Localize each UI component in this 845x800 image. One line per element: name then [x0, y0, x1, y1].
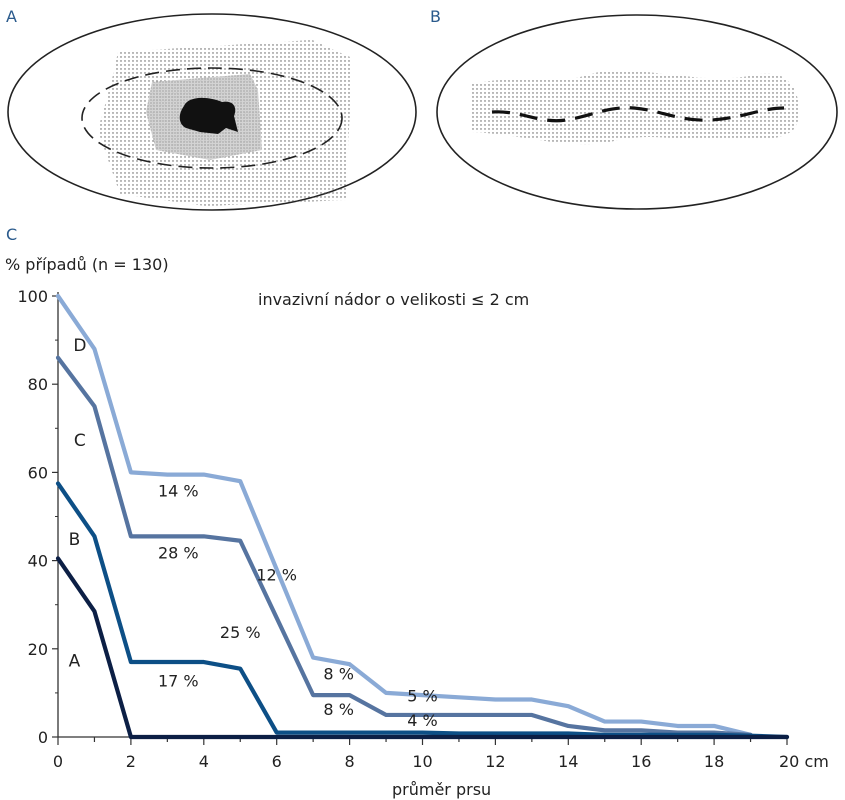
- percentage-annotation: 12 %: [256, 565, 297, 584]
- x-tick-label: 10: [412, 752, 432, 771]
- x-tick-label: 16: [631, 752, 651, 771]
- chart-title: invazivní nádor o velikosti ≤ 2 cm: [258, 290, 529, 309]
- panel-letter-b: B: [430, 7, 441, 26]
- chart-series: [55, 293, 790, 740]
- panel-letter-a: A: [6, 7, 17, 26]
- series-line-b: [55, 481, 790, 740]
- x-tick-label: 2: [126, 752, 136, 771]
- percentage-annotation: 17 %: [158, 671, 199, 690]
- breast-outline-a: [7, 13, 417, 211]
- x-tick-label: 12: [485, 752, 505, 771]
- invasive-tumor-a: [179, 97, 238, 134]
- percentage-annotation: 28 %: [158, 543, 199, 562]
- x-tick-label: 6: [272, 752, 282, 771]
- y-tick-label: 60: [28, 463, 48, 482]
- series-line-c: [55, 355, 753, 737]
- series-label-b: B: [69, 530, 81, 550]
- y-tick-label: 0: [38, 728, 48, 747]
- y-tick-label: 40: [28, 552, 48, 571]
- x-tick-label: 14: [558, 752, 578, 771]
- breast-outline-b: [436, 14, 838, 210]
- panel-letter-c: C: [6, 225, 17, 244]
- y-tick-label: 20: [28, 640, 48, 659]
- percentage-annotation: 4 %: [407, 711, 437, 730]
- x-axis-label: průměr prsu: [392, 780, 491, 799]
- percentage-annotation: 8 %: [323, 665, 353, 684]
- series-label-c: C: [74, 431, 86, 451]
- y-tick-label: 80: [28, 375, 48, 394]
- percentage-annotation: 5 %: [407, 687, 437, 706]
- panel-b-diagram: [436, 14, 838, 210]
- series-line-a: [55, 556, 790, 740]
- percentage-annotation: 14 %: [158, 482, 199, 501]
- x-tick-label: 20 cm: [779, 752, 829, 771]
- x-tick-label: 4: [199, 752, 209, 771]
- y-tick-label: 100: [17, 287, 48, 306]
- x-tick-label: 0: [53, 752, 63, 771]
- series-label-d: D: [73, 336, 86, 356]
- y-axis-label: % případů (n = 130): [5, 255, 169, 274]
- x-tick-label: 18: [704, 752, 724, 771]
- chart-labels: A B C D 14 % 28 % 12 % 25 % 17 % 8 % 8 % 5 % 4 %: [69, 336, 438, 730]
- x-tick-label: 8: [345, 752, 355, 771]
- panel-a-diagram: [7, 13, 417, 211]
- percentage-annotation: 25 %: [220, 623, 261, 642]
- series-label-a: A: [69, 651, 81, 671]
- series-line-d: [55, 293, 753, 737]
- dcis-track-b: [491, 106, 785, 123]
- percentage-annotation: 8 %: [323, 700, 353, 719]
- excision-margin-a: [81, 67, 343, 169]
